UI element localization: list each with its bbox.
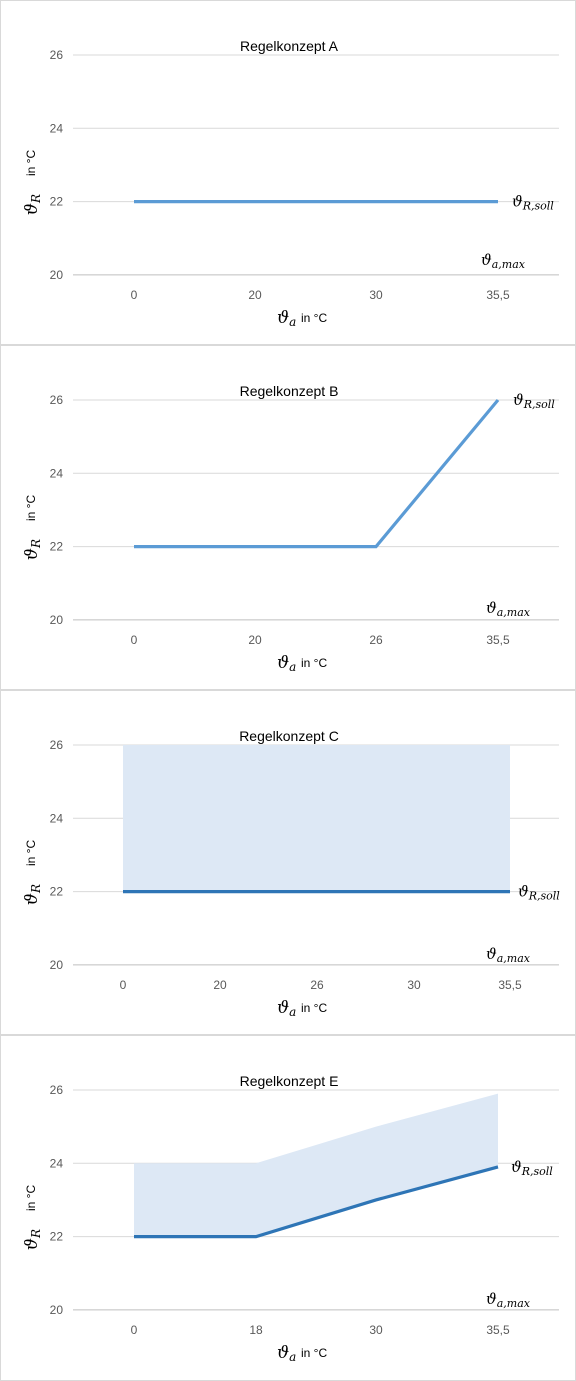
y-axis-unit: in °C [24,150,38,176]
x-tick-label: 30 [369,288,383,302]
x-axis-symbol: ϑa [277,653,296,674]
y-axis-symbol: ϑR [22,539,43,560]
label-a-max: ϑa,max [486,599,531,619]
chart-title: Regelkonzept A [240,38,339,54]
y-tick-label: 20 [50,958,64,972]
x-axis-symbol: ϑa [277,308,296,329]
x-tick-label: 30 [407,978,421,992]
y-tick-label: 22 [50,195,64,209]
series-label-soll: ϑR,soll [511,1158,553,1178]
y-tick-label: 20 [50,613,64,627]
y-tick-label: 26 [50,48,64,62]
y-tick-label: 26 [50,738,64,752]
tolerance-band [134,1093,498,1237]
y-axis-symbol: ϑR [22,884,43,905]
x-axis-unit: in °C [301,656,327,670]
x-axis-unit: in °C [301,1346,327,1360]
chart-title: Regelkonzept E [240,1073,339,1089]
x-tick-label: 0 [131,1323,138,1337]
tolerance-band [123,745,510,892]
y-axis-symbol: ϑR [22,1229,43,1250]
series-label-soll: ϑR,soll [513,391,555,411]
series-label-soll: ϑR,soll [512,193,554,213]
x-tick-label: 0 [120,978,127,992]
y-tick-label: 26 [50,1083,64,1097]
series-line [134,1165,499,1239]
y-axis-symbol: ϑR [22,194,43,215]
y-axis-label: ϑR in °C [22,150,43,216]
x-tick-label: 26 [310,978,324,992]
chart-panel-c: 20 22 24 26 0 20 26 30 35,5 Regelkonzept C ϑa in °C… [0,690,576,1035]
x-axis-symbol: ϑa [277,998,296,1019]
y-axis-unit: in °C [24,840,38,866]
y-tick-label: 22 [50,1230,64,1244]
x-tick-label: 35,5 [498,978,522,992]
y-axis-unit: in °C [24,1185,38,1211]
y-axis-label: ϑR in °C [22,495,43,561]
label-a-max: ϑa,max [486,1290,531,1310]
y-tick-label: 26 [50,393,64,407]
x-tick-label: 20 [248,288,262,302]
x-tick-label: 26 [369,633,383,647]
x-tick-label: 0 [131,633,138,647]
x-axis-unit: in °C [301,311,327,325]
y-tick-label: 24 [50,811,64,825]
y-tick-label: 24 [50,121,64,135]
chart-title: Regelkonzept B [240,383,339,399]
y-tick-label: 20 [50,268,64,282]
label-a-max: ϑa,max [486,945,531,965]
x-tick-label: 18 [249,1323,263,1337]
x-tick-label: 35,5 [486,288,510,302]
series-line [134,398,500,549]
x-tick-label: 20 [213,978,227,992]
y-axis-label: ϑR in °C [22,840,43,906]
chart-title: Regelkonzept C [239,728,339,744]
y-axis-unit: in °C [24,495,38,521]
chart-c: 20 22 24 26 0 20 26 30 35,5 Regelkonzept C ϑa in °C… [22,728,560,1019]
x-tick-label: 35,5 [486,633,510,647]
x-tick-label: 35,5 [486,1323,510,1337]
series-label-soll: ϑR,soll [518,883,560,903]
y-tick-label: 22 [50,885,64,899]
y-axis-label: ϑR in °C [22,1185,43,1251]
x-tick-label: 20 [248,633,262,647]
y-tick-label: 24 [50,466,64,480]
x-axis-symbol: ϑa [277,1343,296,1364]
x-tick-label: 30 [369,1323,383,1337]
x-tick-label: 0 [131,288,138,302]
x-axis-unit: in °C [301,1001,327,1015]
y-tick-label: 22 [50,540,64,554]
label-a-max: ϑa,max [481,251,526,271]
y-tick-label: 24 [50,1156,64,1170]
y-tick-label: 20 [50,1303,64,1317]
